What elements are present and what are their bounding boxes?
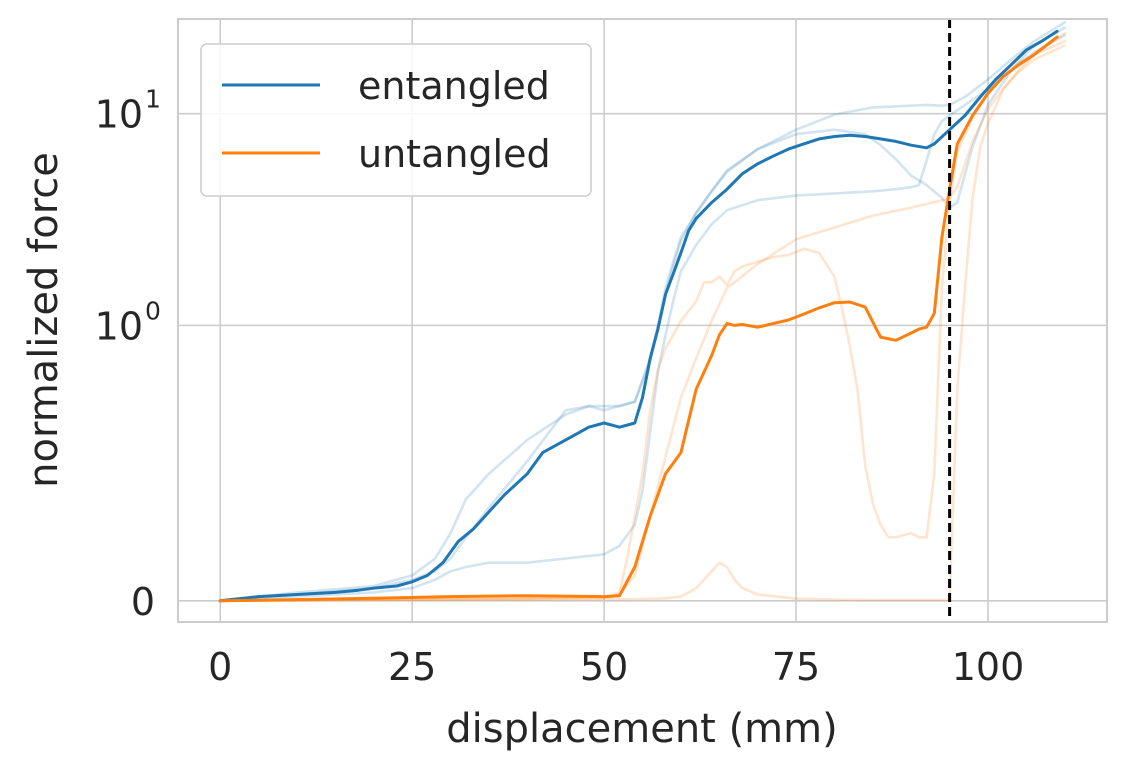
legend-label-entangled: entangled bbox=[358, 64, 550, 108]
trial-line-2 bbox=[218, 21, 1067, 603]
y-tick-exponent: 0 bbox=[145, 296, 161, 325]
series-line-entangled bbox=[218, 29, 1059, 603]
x-tick-labels: 0 25 50 75 100 bbox=[208, 645, 1024, 689]
y-tick-exponent: 1 bbox=[145, 85, 161, 114]
y-axis-label: normalized force bbox=[21, 152, 67, 488]
plot-frame bbox=[177, 18, 1108, 623]
series-line-untangled bbox=[218, 35, 1059, 603]
legend-label-untangled: untangled bbox=[358, 132, 551, 176]
y-tick-label: 10 bbox=[95, 93, 143, 137]
y-tick-label: 10 bbox=[95, 304, 143, 348]
x-tick-label: 0 bbox=[208, 645, 232, 689]
trial-line-7 bbox=[218, 31, 1067, 603]
trial-line-4 bbox=[218, 33, 1067, 603]
trial-lines bbox=[218, 21, 1067, 603]
x-tick-label: 50 bbox=[580, 645, 628, 689]
x-tick-label: 25 bbox=[388, 645, 436, 689]
x-tick-label: 75 bbox=[772, 645, 820, 689]
mean-lines bbox=[218, 29, 1059, 603]
x-axis-label: displacement (mm) bbox=[446, 706, 837, 752]
legend-box bbox=[200, 43, 592, 197]
trial-line-6 bbox=[218, 44, 1067, 603]
y-tick-label: 0 bbox=[131, 580, 155, 624]
x-tick-label: 100 bbox=[952, 645, 1025, 689]
legend: entangled untangled bbox=[200, 43, 592, 197]
trial-line-5 bbox=[218, 39, 1067, 603]
